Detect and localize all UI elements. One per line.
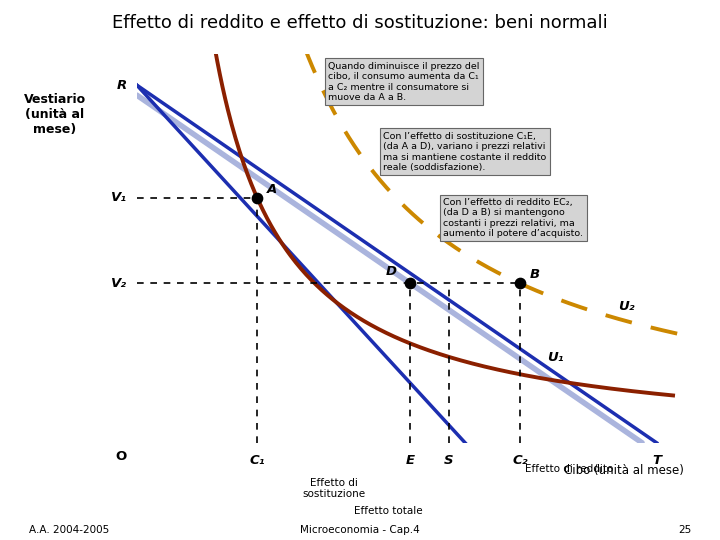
Point bbox=[514, 279, 526, 288]
Text: Effetto di reddito: Effetto di reddito bbox=[526, 464, 613, 474]
Text: 25: 25 bbox=[678, 524, 691, 535]
Text: U₁: U₁ bbox=[547, 351, 564, 364]
Text: Effetto totale: Effetto totale bbox=[354, 506, 423, 516]
Text: C₁: C₁ bbox=[249, 454, 265, 467]
Text: B: B bbox=[530, 268, 540, 281]
Text: Microeconomia - Cap.4: Microeconomia - Cap.4 bbox=[300, 524, 420, 535]
Text: Con l’effetto di reddito EC₂,
(da D a B) si mantengono
costanti i prezzi relativ: Con l’effetto di reddito EC₂, (da D a B)… bbox=[444, 198, 583, 238]
Text: Con l’effetto di sostituzione C₁E,
(da A a D), variano i prezzi relativi
ma si m: Con l’effetto di sostituzione C₁E, (da A… bbox=[383, 132, 546, 172]
Text: Effetto di
sostituzione: Effetto di sostituzione bbox=[302, 478, 365, 500]
Text: A: A bbox=[267, 183, 277, 196]
Text: U₂: U₂ bbox=[618, 300, 635, 313]
Text: A.A. 2004-2005: A.A. 2004-2005 bbox=[29, 524, 109, 535]
Text: R: R bbox=[117, 79, 127, 92]
Text: V₂: V₂ bbox=[111, 277, 127, 290]
Text: O: O bbox=[116, 450, 127, 463]
Text: E: E bbox=[406, 454, 415, 467]
Text: Quando diminuisce il prezzo del
cibo, il consumo aumenta da C₁
a C₂ mentre il co: Quando diminuisce il prezzo del cibo, il… bbox=[328, 62, 480, 102]
Point bbox=[251, 193, 263, 202]
Text: Vestiario
(unità al
mese): Vestiario (unità al mese) bbox=[24, 93, 86, 136]
Text: S: S bbox=[444, 454, 454, 467]
Point bbox=[405, 279, 416, 288]
Text: Effetto di reddito e effetto di sostituzione: beni normali: Effetto di reddito e effetto di sostituz… bbox=[112, 14, 608, 31]
Text: C₂: C₂ bbox=[512, 454, 528, 467]
Text: Cibo (unità al mese): Cibo (unità al mese) bbox=[564, 464, 684, 477]
Text: V₁: V₁ bbox=[111, 191, 127, 204]
Text: T: T bbox=[652, 454, 661, 467]
Text: D: D bbox=[386, 265, 397, 278]
